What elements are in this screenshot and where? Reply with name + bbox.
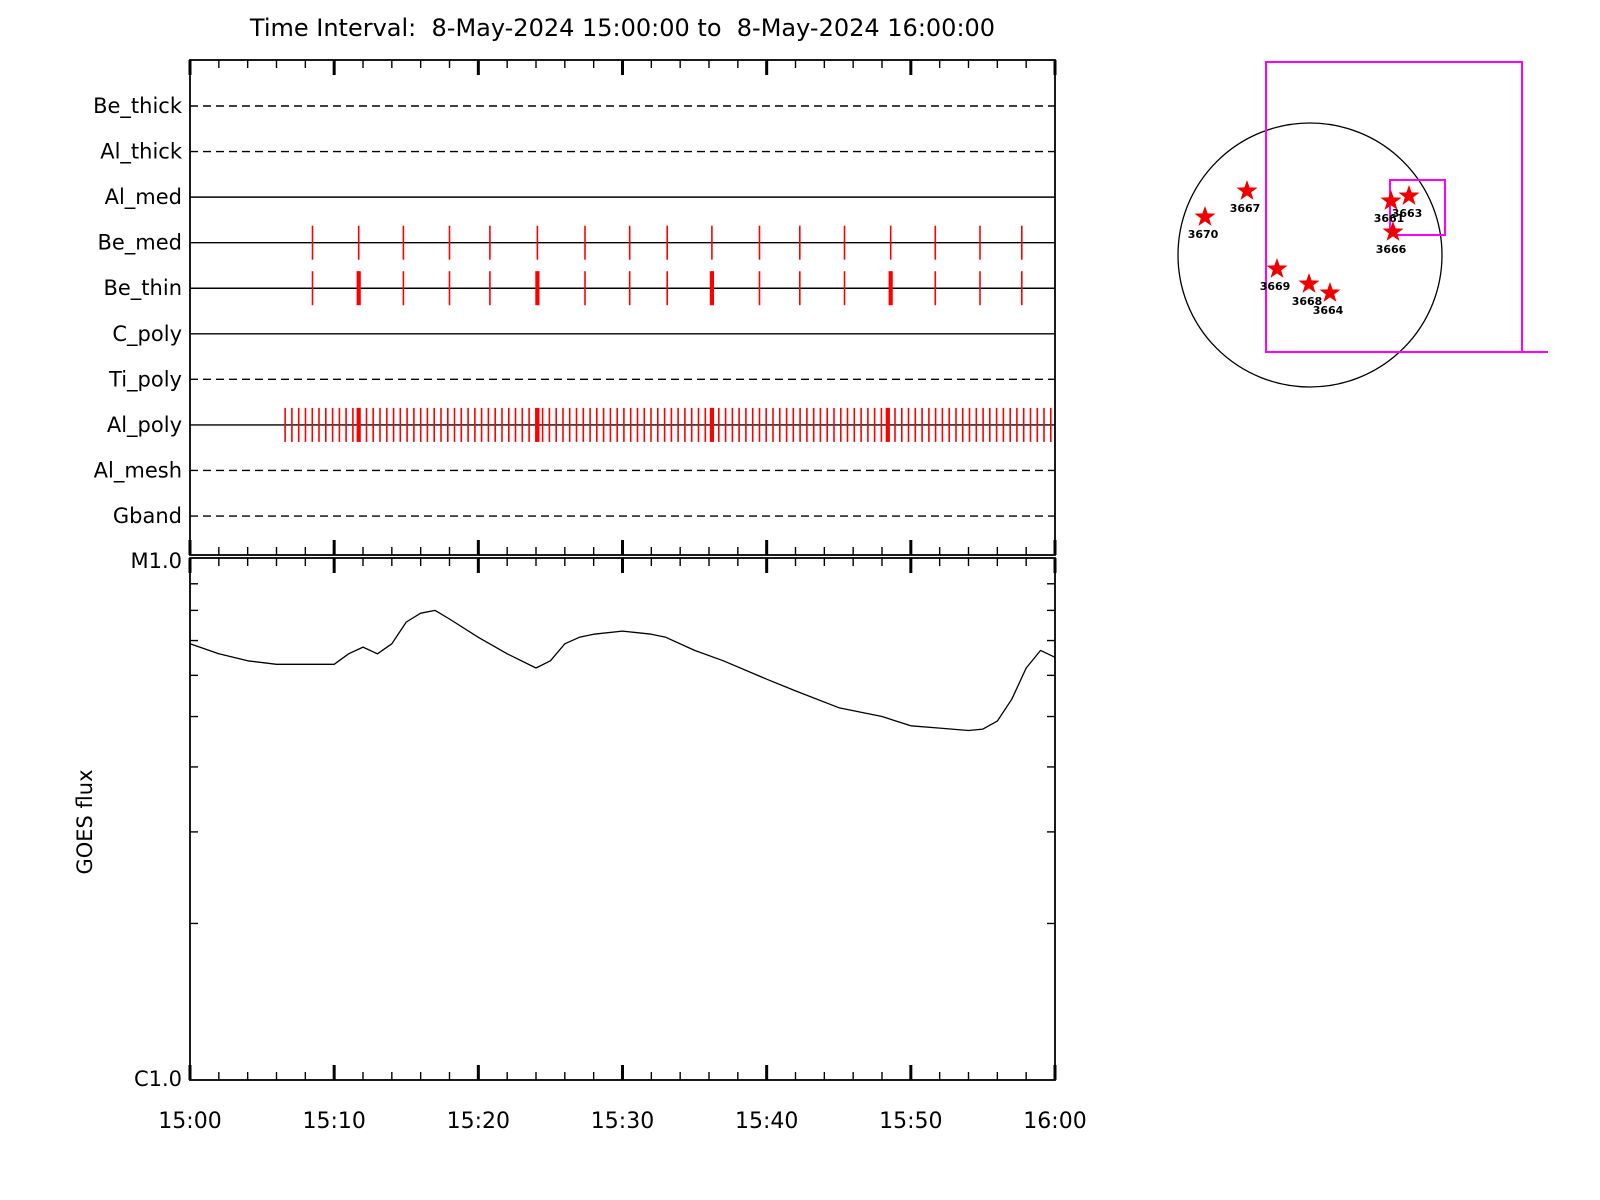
active-region-label: 3666 bbox=[1376, 243, 1407, 256]
active-region-label: 3667 bbox=[1230, 202, 1261, 215]
x-tick-label: 15:00 bbox=[158, 1109, 221, 1134]
active-region-star bbox=[1380, 190, 1402, 210]
active-region-label: 3668 bbox=[1292, 295, 1323, 308]
y-axis-top-label: M1.0 bbox=[130, 549, 182, 573]
y-axis-title: GOES flux bbox=[73, 769, 97, 874]
channel-label-Al_poly: Al_poly bbox=[107, 413, 182, 438]
active-region-label: 3661 bbox=[1374, 212, 1405, 225]
channel-label-Be_thin: Be_thin bbox=[103, 276, 182, 301]
channel-label-C_poly: C_poly bbox=[112, 322, 182, 347]
x-tick-label: 15:30 bbox=[591, 1109, 654, 1134]
goes-panel-border bbox=[189, 557, 1056, 1081]
fov-box bbox=[1389, 179, 1446, 236]
x-tick-label: 16:00 bbox=[1023, 1109, 1086, 1134]
x-tick-label: 15:40 bbox=[735, 1109, 798, 1134]
active-region-star bbox=[1194, 206, 1216, 226]
active-region-star bbox=[1236, 180, 1258, 200]
x-tick-label: 15:10 bbox=[302, 1109, 365, 1134]
channel-label-Gband: Gband bbox=[113, 504, 182, 528]
channel-label-Ti_poly: Ti_poly bbox=[108, 367, 182, 392]
solar-disk bbox=[1177, 122, 1443, 388]
active-region-label: 3664 bbox=[1313, 304, 1344, 317]
active-region-label: 3670 bbox=[1188, 228, 1219, 241]
active-region-label: 3663 bbox=[1392, 207, 1423, 220]
channel-label-Be_med: Be_med bbox=[97, 231, 182, 256]
chart-title: Time Interval: 8-May-2024 15:00:00 to 8-… bbox=[249, 14, 996, 42]
x-tick-label: 15:50 bbox=[879, 1109, 942, 1134]
channel-label-Al_med: Al_med bbox=[105, 185, 182, 210]
active-region-star bbox=[1398, 185, 1420, 205]
x-tick-label: 15:20 bbox=[447, 1109, 510, 1134]
channel-label-Be_thick: Be_thick bbox=[93, 94, 183, 119]
active-region-star bbox=[1319, 282, 1341, 302]
timeline-panel-border bbox=[189, 59, 1056, 556]
goes-flux-curve bbox=[189, 609, 1056, 732]
active-region-star bbox=[1266, 258, 1288, 278]
active-region-label: 3669 bbox=[1260, 280, 1291, 293]
fov-box bbox=[1265, 61, 1523, 353]
y-axis-bottom-label: C1.0 bbox=[134, 1067, 182, 1091]
channel-label-Al_mesh: Al_mesh bbox=[94, 458, 182, 483]
active-region-star bbox=[1298, 273, 1320, 293]
active-region-star bbox=[1382, 221, 1404, 241]
channel-label-Al_thick: Al_thick bbox=[100, 140, 183, 165]
